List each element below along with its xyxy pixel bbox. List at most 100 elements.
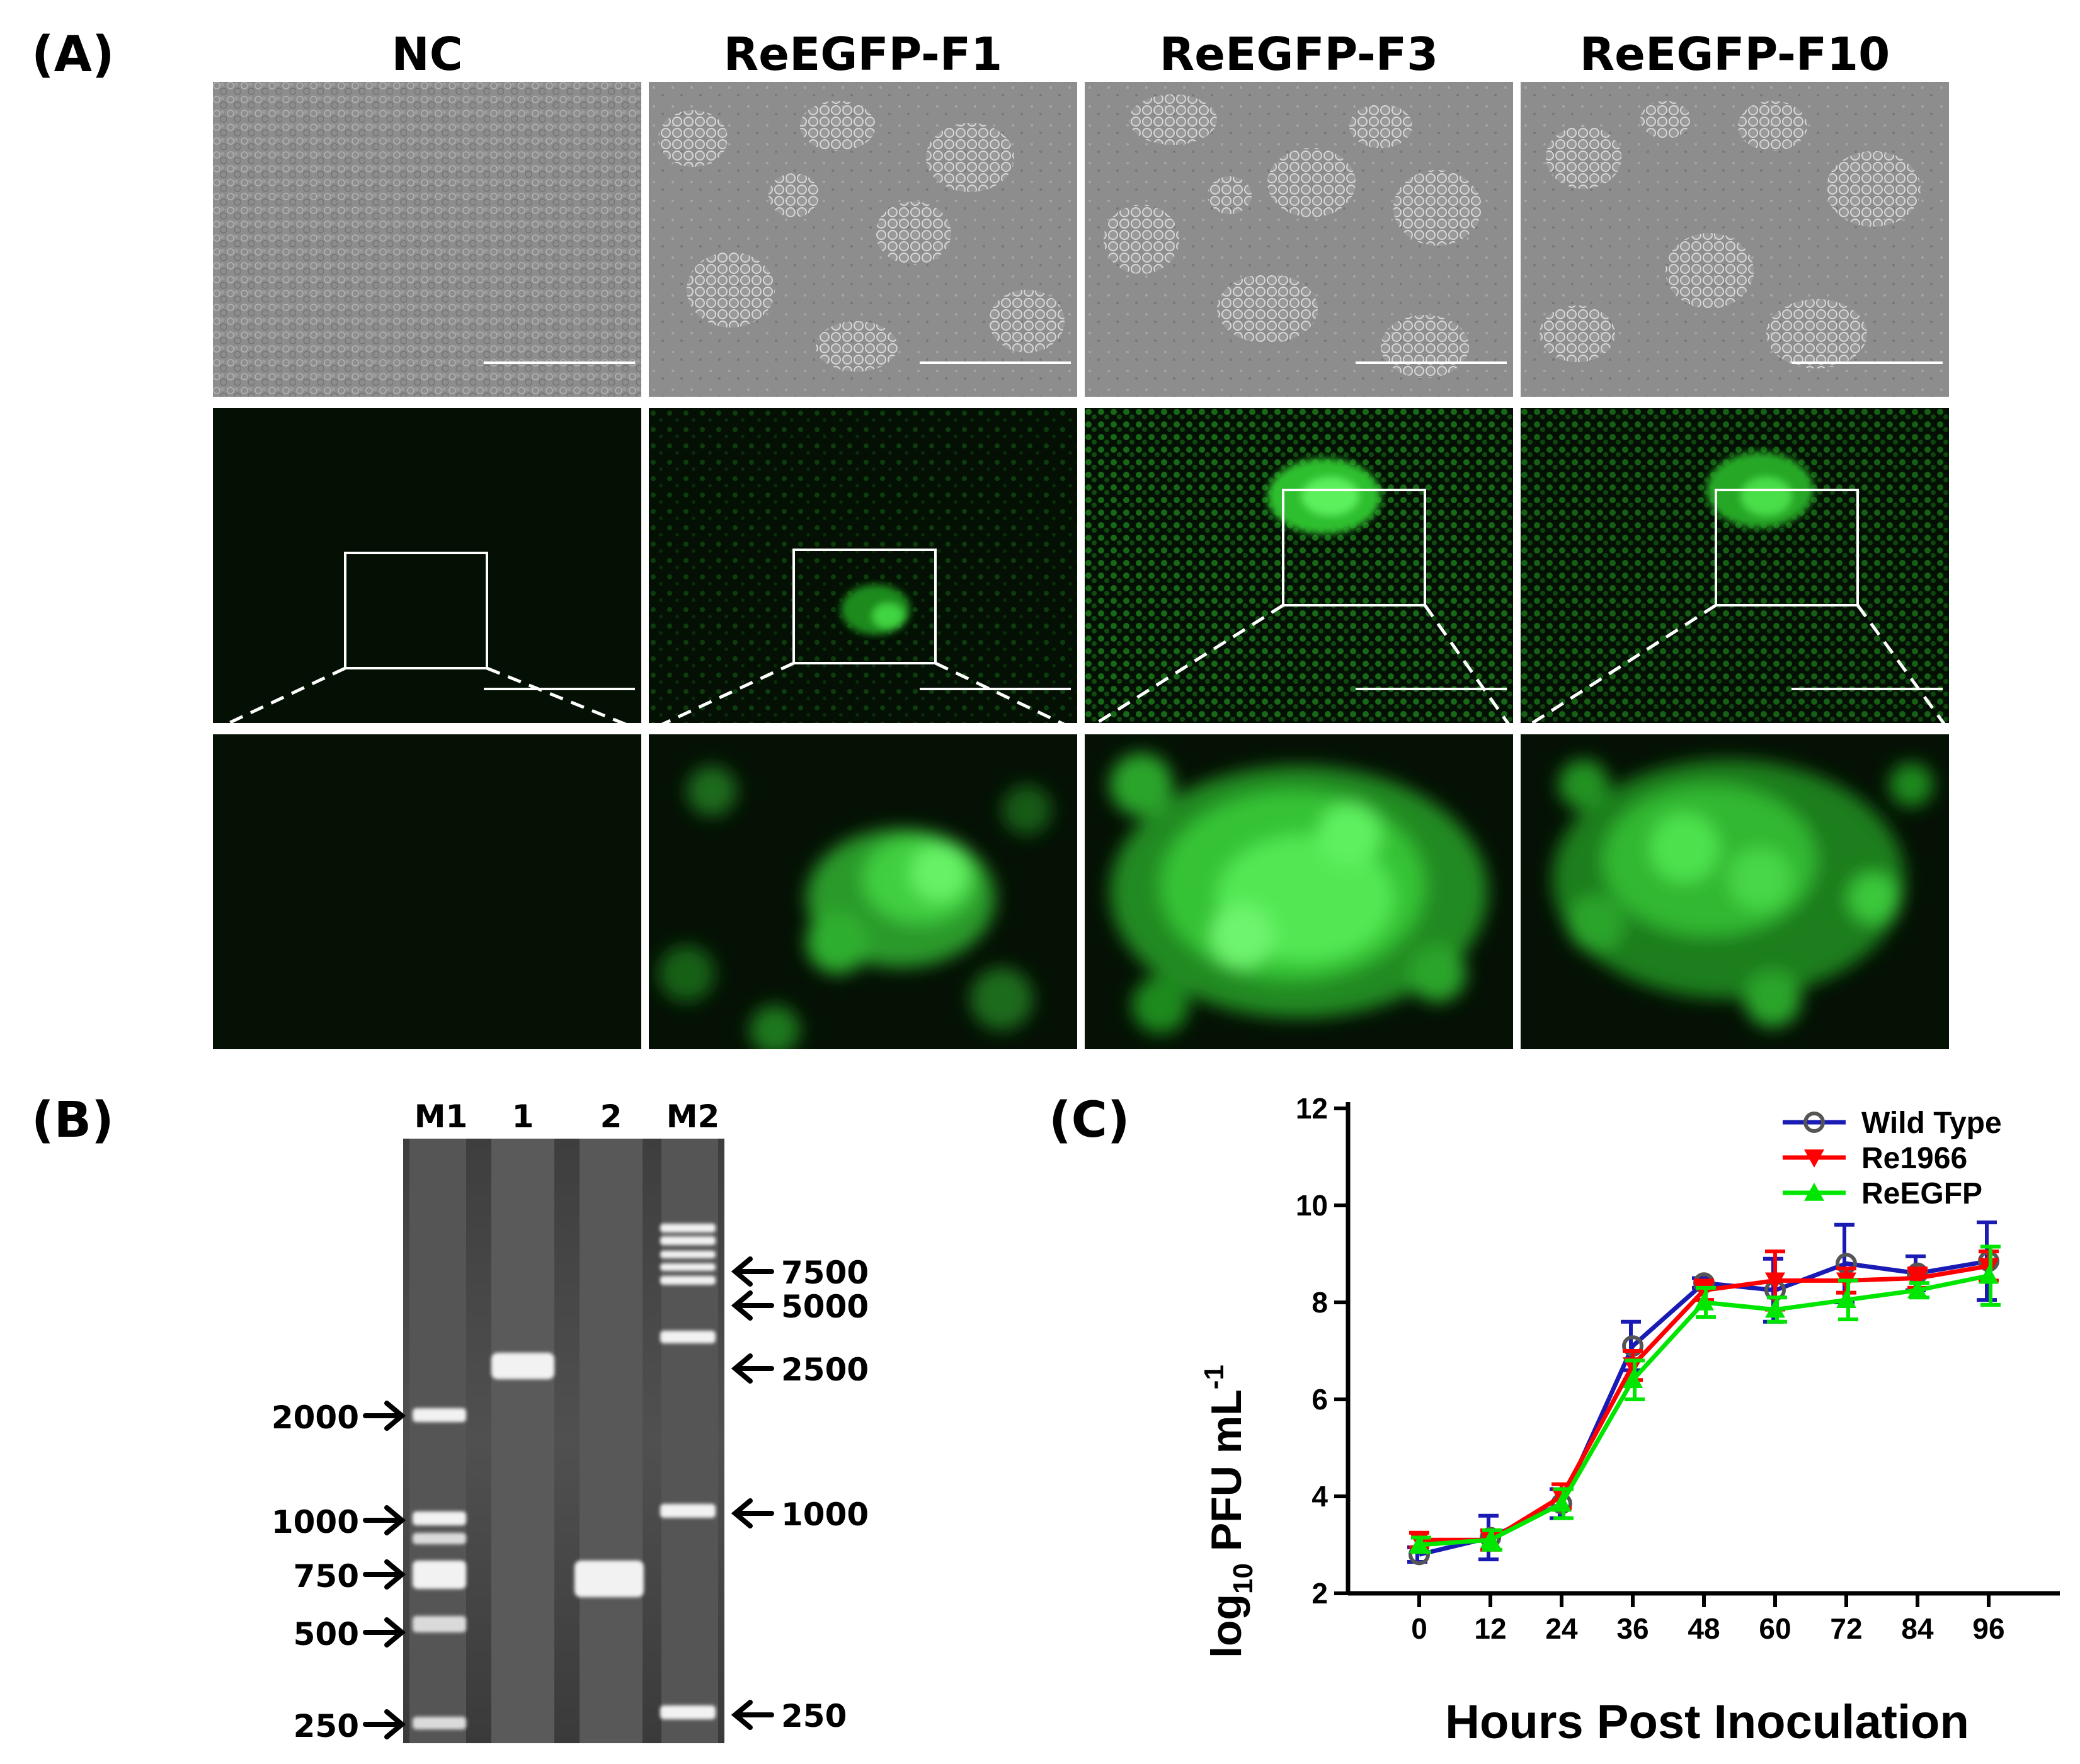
zoom-region-box bbox=[792, 549, 937, 664]
brightfield-image-nc bbox=[213, 82, 641, 397]
fluorescence-image-f1 bbox=[649, 408, 1077, 723]
marker-label-750: 750 bbox=[293, 1558, 359, 1595]
y-tick-label: 8 bbox=[1311, 1286, 1328, 1319]
x-tick-label: 84 bbox=[1901, 1612, 1934, 1645]
x-tick-label: 36 bbox=[1616, 1612, 1649, 1645]
right-arrow-icon bbox=[363, 1401, 406, 1431]
brightfield-image-f3 bbox=[1085, 82, 1513, 397]
zoom-region-box bbox=[1715, 489, 1859, 606]
y-axis-label: log10 PFU mL-1 bbox=[1199, 1365, 1259, 1658]
marker-label-500: 500 bbox=[293, 1616, 359, 1653]
brightfield-image-f1 bbox=[649, 82, 1077, 397]
data-point bbox=[1409, 1535, 1429, 1553]
panel-b-label: (B) bbox=[31, 1092, 114, 1149]
lane-label-1: 1 bbox=[511, 1098, 534, 1135]
cell-texture bbox=[213, 82, 641, 397]
left-marker-arrows bbox=[363, 1401, 406, 1739]
right-marker-arrows bbox=[731, 1256, 774, 1730]
marker-label-1000-right: 1000 bbox=[781, 1496, 869, 1533]
zoom-region-box bbox=[344, 552, 488, 669]
scale-bar bbox=[484, 361, 635, 364]
right-arrow-icon bbox=[363, 1505, 406, 1535]
marker-label-7500: 7500 bbox=[781, 1255, 869, 1291]
left-arrow-icon bbox=[731, 1353, 774, 1384]
chart-series bbox=[1407, 1220, 2001, 1566]
left-arrow-icon bbox=[731, 1256, 774, 1287]
column-title-f1: ReEGFP-F1 bbox=[723, 28, 1003, 81]
x-tick-label: 96 bbox=[1972, 1612, 2004, 1645]
x-tick-label: 60 bbox=[1759, 1612, 1791, 1645]
data-point bbox=[1907, 1280, 1928, 1299]
y-tick-label: 4 bbox=[1311, 1480, 1328, 1513]
y-tick-label: 12 bbox=[1296, 1092, 1328, 1125]
scale-bar bbox=[1791, 361, 1943, 364]
y-tick-label: 6 bbox=[1311, 1383, 1328, 1416]
panel-a-label: (A) bbox=[31, 26, 115, 83]
panel-c-label: (C) bbox=[1049, 1092, 1130, 1149]
zoomed-image-nc bbox=[213, 734, 641, 1049]
marker-label-250: 250 bbox=[293, 1708, 359, 1744]
data-point bbox=[1979, 1265, 1999, 1284]
right-arrow-icon bbox=[363, 1709, 406, 1739]
agarose-gel bbox=[403, 1139, 724, 1743]
scale-bar bbox=[1356, 361, 1507, 364]
x-tick-label: 48 bbox=[1688, 1612, 1720, 1645]
zoomed-image-f3 bbox=[1085, 734, 1513, 1049]
column-title-f3: ReEGFP-F3 bbox=[1159, 28, 1439, 81]
right-arrow-icon bbox=[363, 1617, 406, 1647]
column-title-nc: NC bbox=[391, 28, 463, 81]
fluorescence-image-f10 bbox=[1521, 408, 1949, 723]
y-tick-label: 10 bbox=[1296, 1189, 1328, 1222]
data-point bbox=[1907, 1270, 1928, 1289]
series-reegfp bbox=[1409, 1244, 2001, 1554]
data-point bbox=[1480, 1530, 1500, 1549]
left-arrow-icon bbox=[731, 1700, 774, 1730]
right-arrow-icon bbox=[363, 1559, 406, 1590]
marker-label-5000: 5000 bbox=[781, 1289, 869, 1325]
series-wild-type bbox=[1407, 1220, 1999, 1566]
cell-texture bbox=[649, 82, 1077, 397]
scale-bar bbox=[484, 688, 635, 690]
data-point bbox=[1623, 1370, 1643, 1388]
y-tick-label: 2 bbox=[1311, 1577, 1328, 1610]
lane-label-m2: M2 bbox=[666, 1098, 720, 1135]
marker-label-250-right: 250 bbox=[781, 1698, 847, 1734]
legend-label: ReEGFP bbox=[1861, 1177, 1982, 1210]
scale-bar bbox=[920, 361, 1071, 364]
data-point bbox=[1765, 1272, 1785, 1291]
left-arrow-icon bbox=[731, 1290, 774, 1321]
legend-label: Wild Type bbox=[1861, 1107, 2002, 1140]
x-tick-label: 0 bbox=[1411, 1612, 1427, 1645]
data-point bbox=[1836, 1290, 1856, 1308]
scale-bar bbox=[920, 688, 1071, 690]
brightfield-image-f10 bbox=[1521, 82, 1949, 397]
marker-label-2000: 2000 bbox=[271, 1399, 359, 1436]
zoom-region-box bbox=[1282, 489, 1426, 606]
marker-label-1000: 1000 bbox=[271, 1504, 359, 1540]
data-point bbox=[1765, 1299, 1785, 1318]
data-point bbox=[1551, 1493, 1572, 1512]
scale-bar bbox=[1791, 688, 1943, 690]
x-tick-label: 72 bbox=[1830, 1612, 1862, 1645]
zoom-connector-lines bbox=[212, 603, 1951, 732]
legend-marker bbox=[1803, 1112, 1825, 1133]
zoomed-image-f1 bbox=[649, 734, 1077, 1049]
legend-marker bbox=[1804, 1183, 1824, 1201]
lane-label-m1: M1 bbox=[414, 1098, 468, 1135]
fluorescence-image-f3 bbox=[1085, 408, 1513, 723]
legend-label: Re1966 bbox=[1861, 1142, 1967, 1175]
x-tick-label: 24 bbox=[1545, 1612, 1578, 1645]
x-axis-label: Hours Post Inoculation bbox=[1445, 1695, 1969, 1749]
scale-bar bbox=[1356, 688, 1507, 690]
x-tick-label: 12 bbox=[1474, 1612, 1506, 1645]
data-point bbox=[1694, 1292, 1714, 1311]
cell-texture bbox=[1521, 82, 1949, 397]
lane-label-2: 2 bbox=[600, 1098, 622, 1135]
zoomed-image-f10 bbox=[1521, 734, 1949, 1049]
fluorescence-image-nc bbox=[213, 408, 641, 723]
legend-marker bbox=[1804, 1149, 1824, 1168]
cell-texture bbox=[1085, 82, 1513, 397]
